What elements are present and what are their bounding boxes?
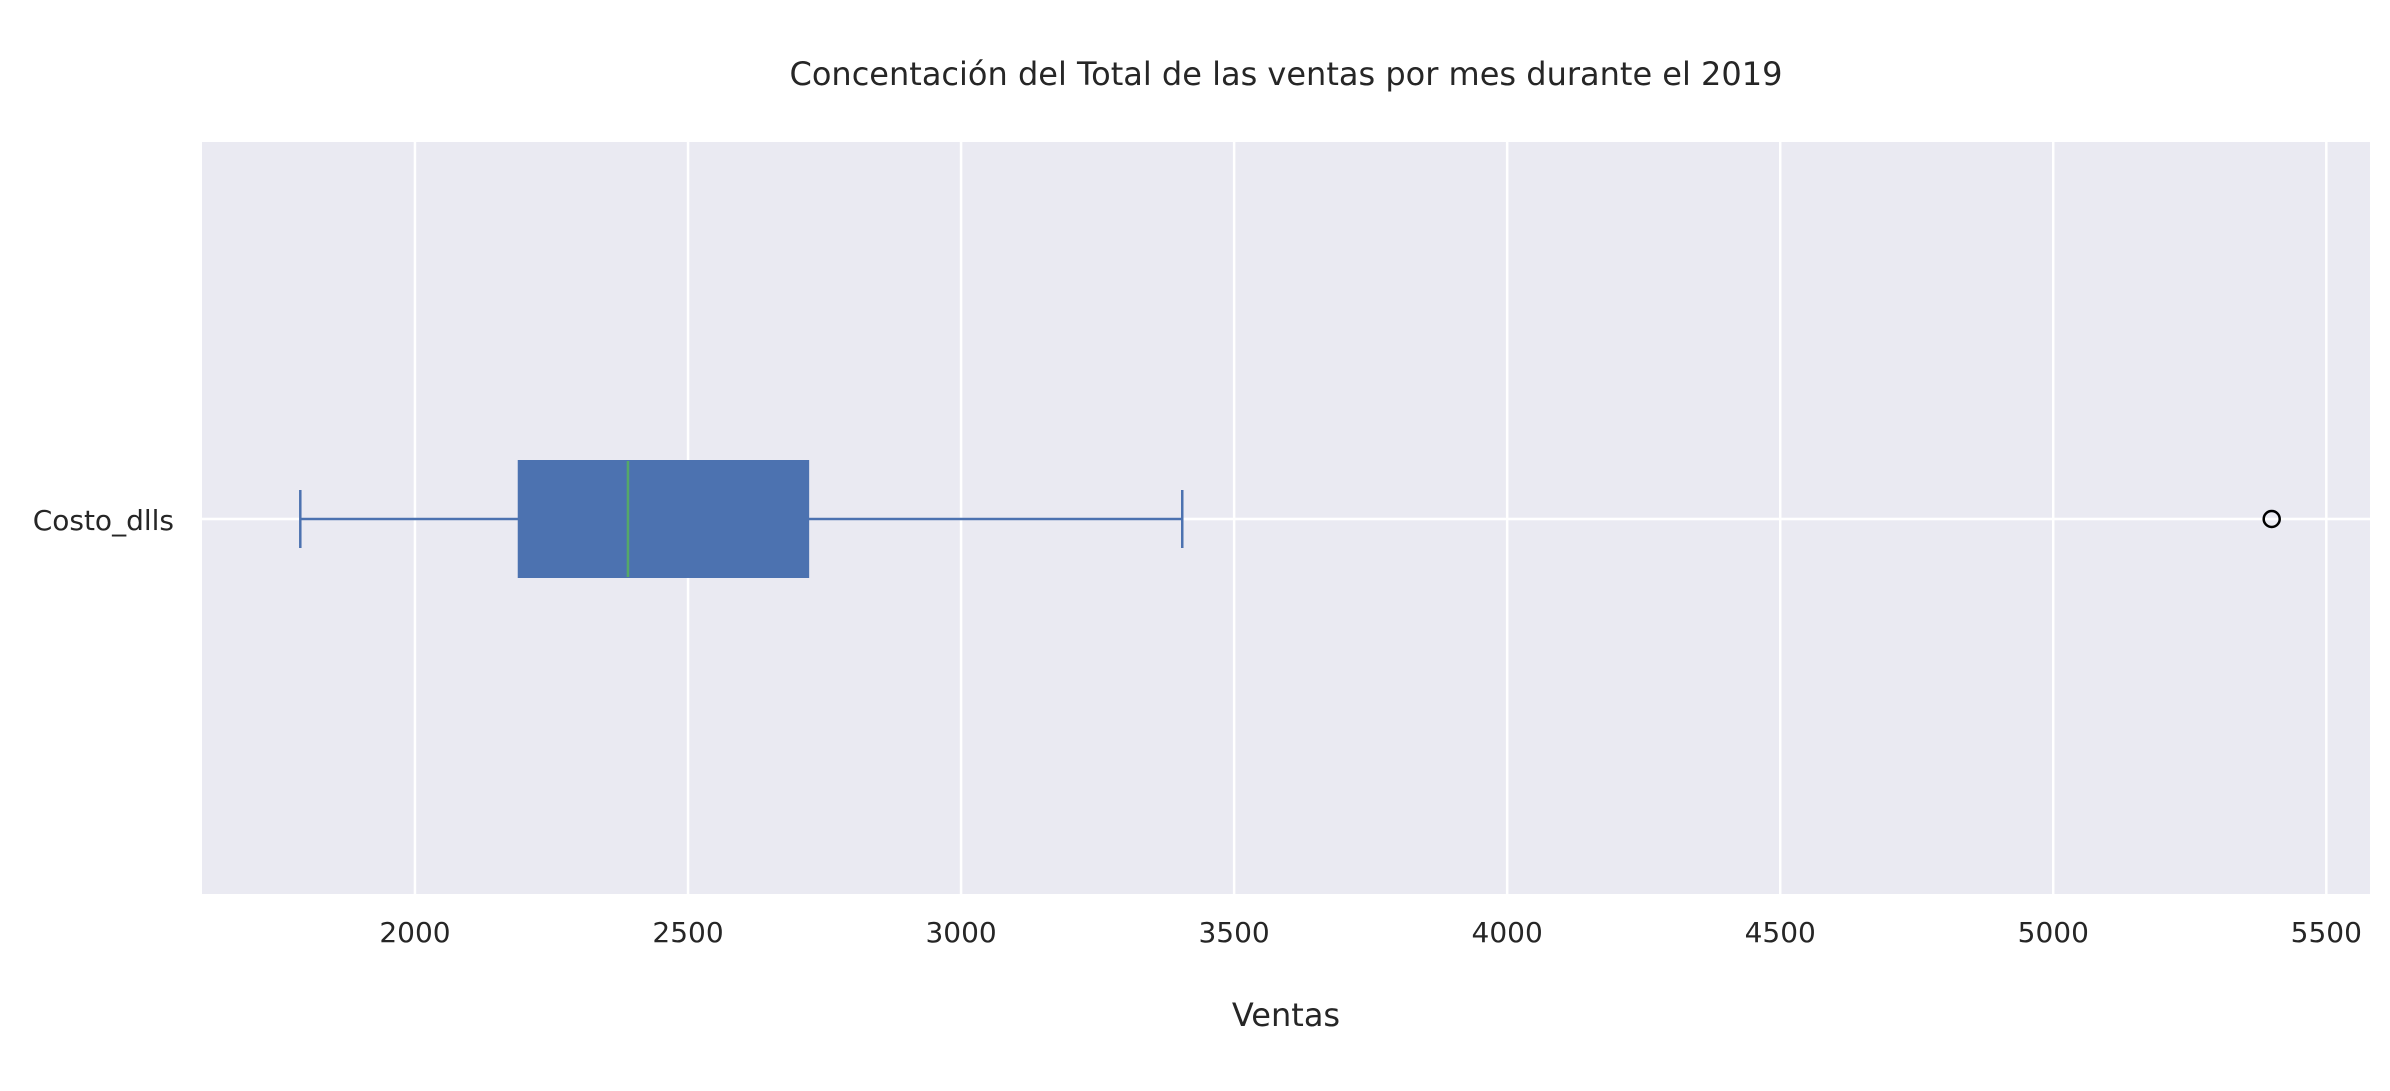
iqr-box: [517, 460, 810, 578]
outlier-point: [2262, 509, 2281, 529]
x-tick-label: 3500: [1198, 916, 1269, 949]
box-elements: [299, 460, 2281, 578]
x-tick-label: 2500: [652, 916, 723, 949]
x-tick-label: 5500: [2291, 916, 2362, 949]
category-label: Costo_dlls: [33, 504, 174, 537]
chart-title: Concentación del Total de las ventas por…: [790, 55, 1783, 93]
x-tick-label: 5000: [2018, 916, 2089, 949]
x-tick-label: 4500: [1745, 916, 1816, 949]
x-tick-label: 2000: [379, 916, 450, 949]
x-tick-label: 3000: [925, 916, 996, 949]
x-tick-label: 4000: [1472, 916, 1543, 949]
x-axis-label: Ventas: [1232, 996, 1340, 1034]
x-tick-labels: 2000 2500 3000 3500 4000 4500 5000 5500: [379, 916, 2362, 949]
